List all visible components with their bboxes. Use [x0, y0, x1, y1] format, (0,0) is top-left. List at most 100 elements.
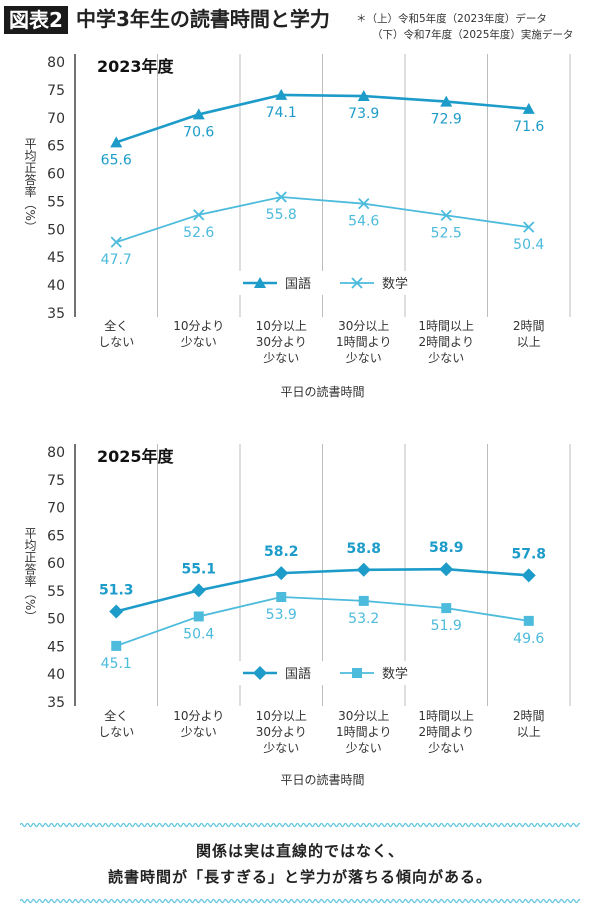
- y-axis-label: 平均正答率（%）: [23, 527, 37, 622]
- wave-divider-top: [20, 822, 580, 828]
- data-label: 58.9: [429, 540, 464, 556]
- legend-marker-triangle: [254, 277, 266, 288]
- data-label: 52.5: [431, 225, 462, 241]
- series-line-0: [115, 93, 529, 144]
- y-tick-label: 50: [47, 612, 65, 628]
- x-tick-line: 以上: [517, 335, 541, 349]
- x-tick-line: 1時間より: [336, 725, 391, 739]
- x-tick-line: 全く: [104, 318, 128, 333]
- x-tick-line: 30分以上: [338, 709, 389, 723]
- x-tick-line: しない: [98, 335, 134, 349]
- data-label: 70.6: [183, 124, 214, 140]
- data-label: 49.6: [513, 631, 544, 647]
- chart-title: 2023年度: [97, 57, 175, 76]
- x-tick-line: 少ない: [346, 351, 382, 365]
- data-point-square: [276, 592, 287, 602]
- x-tick-label: 30分以上 1時間より少ない: [336, 319, 391, 365]
- x-tick-line: 1時間より: [336, 335, 391, 349]
- series-line-0: [115, 567, 529, 613]
- y-tick-label: 45: [47, 250, 65, 266]
- x-tick-label: 1時間以上 2時間より少ない: [418, 709, 474, 755]
- data-label: 71.6: [513, 119, 544, 135]
- x-axis-label: 平日の読書時間: [280, 384, 364, 399]
- data-label: 52.6: [183, 225, 214, 241]
- y-tick-label: 70: [47, 501, 65, 517]
- y-axis-label: 平均正答率（%）: [23, 138, 37, 233]
- legend-marker-square: [352, 668, 362, 678]
- data-label: 65.6: [101, 152, 132, 168]
- data-point-square: [523, 615, 534, 626]
- data-label: 53.2: [348, 611, 379, 627]
- data-label: 55.1: [181, 561, 216, 577]
- data-point-diamond: [109, 604, 124, 619]
- y-tick-label: 35: [47, 695, 65, 711]
- data-point-diamond: [439, 562, 454, 577]
- x-tick-line: 30分より: [256, 335, 307, 349]
- y-tick-label: 80: [47, 445, 65, 461]
- x-tick-line: 2時間より: [419, 725, 474, 739]
- x-tick-line: 2時間より: [419, 335, 474, 349]
- data-point-triangle: [522, 102, 535, 114]
- x-tick-label: 全くしない: [98, 318, 134, 349]
- data-point-triangle: [192, 108, 205, 120]
- data-label: 45.1: [101, 656, 132, 672]
- y-tick-label: 65: [47, 528, 65, 544]
- y-tick-label: 75: [47, 473, 65, 489]
- x-tick-label: 10分より少ない: [173, 709, 224, 739]
- y-tick-label: 60: [47, 556, 65, 572]
- x-tick-label: 10分より少ない: [173, 319, 224, 349]
- x-tick-line: 全く: [104, 708, 128, 723]
- legend-marker-x: [351, 277, 363, 289]
- x-tick-label: 10分以上 30分より少ない: [256, 709, 307, 755]
- data-label: 51.9: [431, 618, 462, 634]
- x-tick-label: 1時間以上 2時間より少ない: [418, 319, 474, 365]
- y-tick-label: 70: [47, 111, 65, 127]
- x-tick-line: 少ない: [263, 741, 299, 755]
- wave-divider-bottom: [20, 898, 580, 904]
- legend-label: 数学: [382, 666, 408, 682]
- data-point-triangle: [357, 90, 370, 102]
- data-label: 55.8: [266, 207, 297, 223]
- x-tick-line: 1時間以上: [418, 319, 474, 333]
- data-point-diamond: [191, 583, 206, 598]
- y-tick-label: 45: [47, 639, 65, 655]
- y-tick-label: 55: [47, 194, 65, 210]
- x-tick-line: 30分以上: [338, 319, 389, 333]
- x-tick-line: 少ない: [181, 335, 217, 349]
- data-label: 50.4: [183, 626, 214, 642]
- data-label: 73.9: [348, 106, 379, 122]
- footer-line-2: 読書時間が「長すぎる」と学力が落ちる傾向がある。: [107, 868, 492, 886]
- data-point-x: [110, 236, 122, 248]
- chart-title: 2025年度: [97, 447, 175, 466]
- x-tick-line: 10分より: [173, 709, 224, 723]
- data-point-x: [275, 191, 287, 203]
- x-tick-line: 1時間以上: [418, 709, 474, 723]
- y-tick-label: 80: [47, 55, 65, 71]
- data-label: 47.7: [101, 252, 132, 268]
- data-label: 58.8: [346, 541, 381, 557]
- data-point-square: [193, 611, 204, 622]
- y-tick-label: 50: [47, 222, 65, 238]
- data-point-triangle: [275, 88, 288, 100]
- y-tick-label: 35: [47, 306, 65, 322]
- y-tick-label: 40: [47, 278, 65, 294]
- data-label: 72.9: [431, 112, 462, 128]
- data-label: 53.9: [266, 607, 297, 623]
- x-axis-label: 平日の読書時間: [280, 772, 364, 787]
- x-tick-line: 30分より: [256, 725, 307, 739]
- data-point-x: [193, 209, 205, 221]
- data-point-triangle: [110, 136, 123, 148]
- x-tick-line: 少ない: [346, 741, 382, 755]
- x-tick-line: 2時間: [513, 709, 545, 723]
- data-label: 74.1: [266, 105, 297, 121]
- data-point-x: [358, 198, 370, 210]
- note-line-2: （下）令和7年度（2025年度）実施データ: [372, 29, 574, 41]
- x-tick-label: 全くしない: [98, 708, 134, 739]
- y-tick-label: 75: [47, 83, 65, 99]
- data-label: 54.6: [348, 214, 379, 230]
- legend-marker-diamond: [253, 666, 267, 680]
- data-point-square: [111, 640, 122, 651]
- legend-label: 国語: [285, 276, 311, 292]
